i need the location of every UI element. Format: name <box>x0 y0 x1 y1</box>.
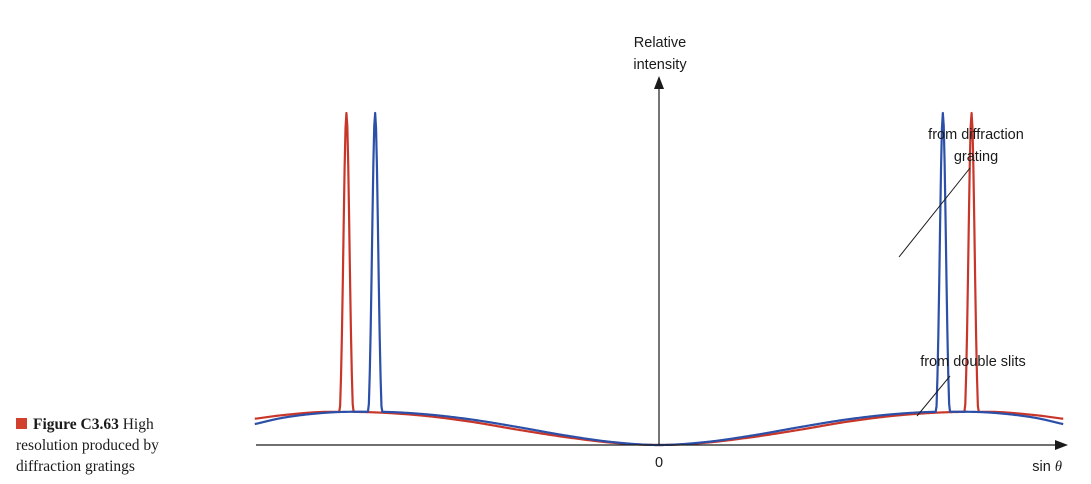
caption-text: High resolution produced by diffraction … <box>16 416 159 475</box>
figure-label: Figure C3.63 <box>33 416 119 433</box>
figure-caption: Figure C3.63 High resolution produced by… <box>16 414 216 477</box>
x-tick-label-0: 0 <box>655 455 663 471</box>
y-axis-label-line-1: intensity <box>633 57 687 73</box>
annotation-grating-leader <box>898 167 971 258</box>
y-axis-label-line-0: Relative <box>634 35 686 51</box>
caption-marker <box>16 418 27 429</box>
annotation-double-slit-leader <box>916 375 951 417</box>
labels: Relative intensity 0 sin θ from diffraction g… <box>633 35 1062 475</box>
x-axis-label-symbol: θ <box>1055 459 1062 475</box>
x-axis-arrow <box>1055 440 1068 450</box>
y-axis-arrow <box>654 76 664 89</box>
annotation-grating-line-0: from diffraction <box>928 127 1024 143</box>
x-axis-label-fn: sin <box>1032 459 1055 475</box>
annotation-grating-line-1: grating <box>954 149 998 165</box>
axes <box>256 76 1068 450</box>
x-axis-label: sin θ <box>1032 459 1062 475</box>
annotation-double-slit-line-0: from double slits <box>920 354 1026 370</box>
